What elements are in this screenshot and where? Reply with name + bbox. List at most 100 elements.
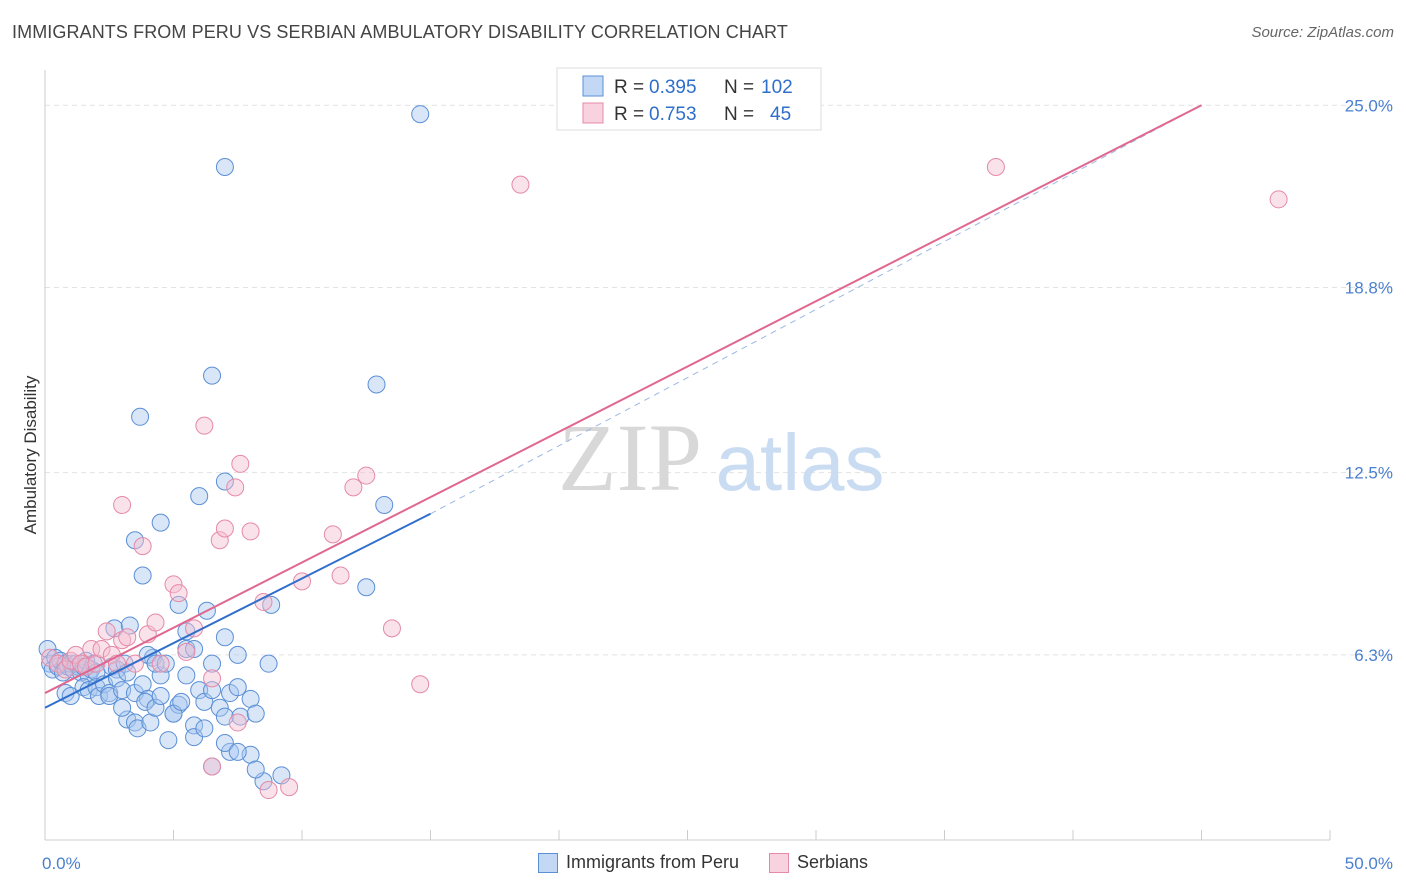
data-point-peru[interactable]	[215, 157, 234, 176]
data-point-peru[interactable]	[151, 513, 170, 532]
data-point-serbians[interactable]	[125, 654, 144, 673]
data-point-serbians[interactable]	[177, 642, 196, 661]
y-tick-labels: 6.3% 12.5% 18.8% 25.0%	[1345, 96, 1393, 665]
data-point-serbians[interactable]	[71, 654, 90, 673]
data-point-serbians[interactable]	[56, 660, 75, 679]
data-point-serbians[interactable]	[97, 622, 116, 641]
legend-swatch-blue	[537, 852, 558, 873]
data-point-peru[interactable]	[131, 407, 150, 426]
data-point-peru[interactable]	[146, 698, 165, 717]
correlation-legend: R = 0.395 N = 102 R = 0.753 N = 45	[556, 67, 822, 131]
data-point-serbians[interactable]	[113, 631, 132, 650]
source-label: Source: ZipAtlas.com	[1251, 24, 1394, 41]
data-point-peru[interactable]	[136, 692, 155, 711]
data-point-peru[interactable]	[156, 654, 175, 673]
grid-lines	[45, 104, 1392, 656]
data-point-peru[interactable]	[159, 731, 178, 750]
data-point-peru[interactable]	[172, 692, 191, 711]
data-point-serbians[interactable]	[259, 781, 278, 800]
data-point-peru[interactable]	[246, 760, 265, 779]
data-point-serbians[interactable]	[92, 639, 111, 658]
legend-swatch-blue	[582, 75, 604, 97]
data-point-serbians[interactable]	[986, 157, 1005, 176]
data-point-peru[interactable]	[259, 654, 278, 673]
data-point-serbians[interactable]	[146, 613, 165, 632]
data-point-peru[interactable]	[190, 681, 209, 700]
legend-item-serbians[interactable]: Serbians	[769, 852, 868, 873]
trend-line-peru	[44, 512, 431, 709]
data-point-serbians[interactable]	[164, 575, 183, 594]
data-point-peru[interactable]	[177, 666, 196, 685]
bottom-legend: Immigrants from Peru Serbians	[0, 852, 1406, 873]
data-point-peru[interactable]	[246, 704, 265, 723]
data-point-serbians[interactable]	[151, 654, 170, 673]
data-point-peru[interactable]	[195, 719, 214, 738]
data-point-peru[interactable]	[151, 686, 170, 705]
axes	[44, 70, 1331, 841]
data-point-serbians[interactable]	[323, 525, 342, 544]
data-point-peru[interactable]	[228, 678, 247, 697]
data-point-serbians[interactable]	[1269, 190, 1288, 209]
data-point-peru[interactable]	[367, 375, 386, 394]
series-serbians-points	[41, 157, 1288, 800]
data-point-serbians[interactable]	[169, 584, 188, 603]
legend-n-value: 102	[761, 77, 793, 98]
data-point-serbians[interactable]	[203, 669, 222, 688]
chart-title: IMMIGRANTS FROM PERU VS SERBIAN AMBULATO…	[12, 22, 788, 42]
data-point-serbians[interactable]	[118, 628, 137, 647]
data-point-serbians[interactable]	[226, 478, 245, 497]
data-point-serbians[interactable]	[331, 566, 350, 585]
data-point-peru[interactable]	[210, 698, 229, 717]
data-point-serbians[interactable]	[280, 778, 299, 797]
data-point-serbians[interactable]	[241, 522, 260, 541]
data-point-peru[interactable]	[221, 742, 240, 761]
data-point-serbians[interactable]	[228, 713, 247, 732]
data-point-serbians[interactable]	[61, 651, 80, 670]
legend-n-label: N =	[724, 104, 754, 125]
data-point-serbians[interactable]	[185, 619, 204, 638]
x-tick-label: 0.0%	[42, 854, 81, 873]
data-point-peru[interactable]	[228, 742, 247, 761]
y-axis-label: Ambulatory Disability	[21, 375, 40, 534]
data-point-peru[interactable]	[203, 366, 222, 385]
y-tick-label: 12.5%	[1345, 464, 1393, 483]
data-point-serbians[interactable]	[254, 592, 273, 611]
data-point-serbians[interactable]	[215, 519, 234, 538]
data-point-serbians[interactable]	[66, 645, 85, 664]
series-peru-points	[38, 105, 430, 791]
data-point-peru[interactable]	[375, 495, 394, 514]
data-point-serbians[interactable]	[133, 537, 152, 556]
data-point-peru[interactable]	[133, 566, 152, 585]
data-point-peru[interactable]	[113, 698, 132, 717]
data-point-peru[interactable]	[146, 654, 165, 673]
data-point-peru[interactable]	[411, 105, 430, 124]
trend-line-serbians	[44, 104, 1202, 694]
data-point-peru[interactable]	[215, 472, 234, 491]
data-point-serbians[interactable]	[411, 675, 430, 694]
data-point-serbians[interactable]	[113, 495, 132, 514]
legend-label-serbians: Serbians	[797, 852, 869, 872]
y-tick-label: 25.0%	[1345, 96, 1393, 115]
data-point-peru[interactable]	[228, 645, 247, 664]
data-point-serbians[interactable]	[231, 454, 250, 473]
data-point-serbians[interactable]	[195, 416, 214, 435]
data-point-peru[interactable]	[120, 616, 139, 635]
data-point-serbians[interactable]	[382, 619, 401, 638]
data-point-serbians[interactable]	[203, 757, 222, 776]
trend-lines	[44, 104, 1202, 709]
data-point-peru[interactable]	[190, 487, 209, 506]
data-point-peru[interactable]	[357, 578, 376, 597]
legend-label-peru: Immigrants from Peru	[565, 852, 739, 872]
data-point-peru[interactable]	[215, 734, 234, 753]
data-point-serbians[interactable]	[210, 531, 229, 550]
data-point-serbians[interactable]	[357, 466, 376, 485]
data-point-peru[interactable]	[203, 654, 222, 673]
data-point-peru[interactable]	[215, 628, 234, 647]
data-point-serbians[interactable]	[511, 175, 530, 194]
data-point-peru[interactable]	[89, 686, 108, 705]
legend-item-peru[interactable]: Immigrants from Peru	[537, 852, 739, 873]
data-point-peru[interactable]	[169, 695, 188, 714]
watermark-atlas: atlas	[716, 418, 885, 507]
data-point-serbians[interactable]	[344, 478, 363, 497]
